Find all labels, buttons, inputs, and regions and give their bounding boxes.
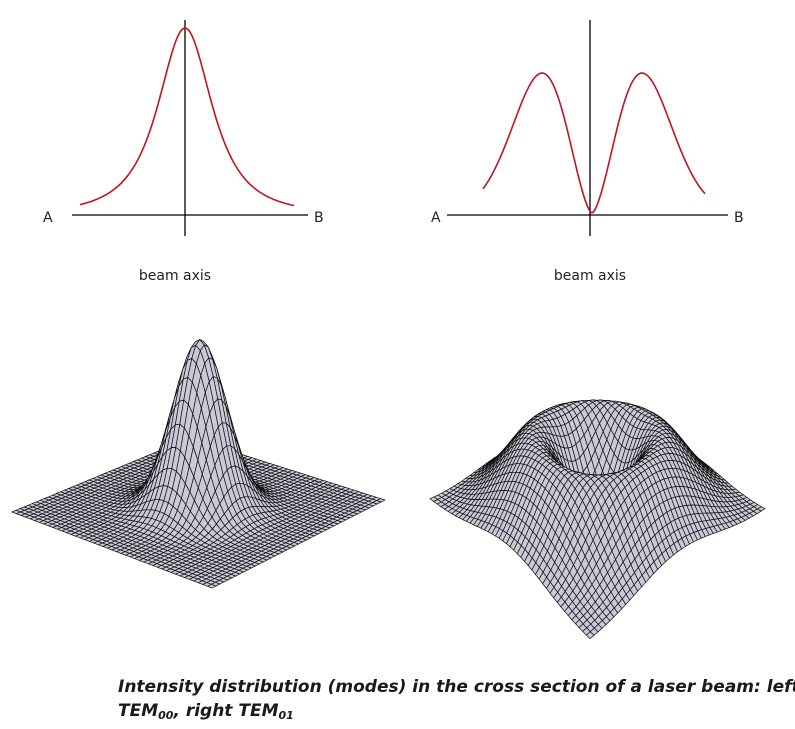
right-profile: A B beam axis [431,20,744,284]
axis-label: beam axis [139,268,211,284]
mode-index: 01 [278,709,293,722]
caption-text: , right TEM [172,701,278,721]
axis-label: beam axis [554,268,626,284]
label-b: B [314,210,324,226]
intensity-curve [80,28,294,205]
intensity-curve [483,73,705,212]
mesh-tem00 [12,340,385,589]
label-b: B [734,210,744,226]
mode-index: 00 [158,709,174,722]
label-a: A [431,210,441,226]
left-profile: A B beam axis [43,20,324,284]
mesh-tem01 [430,400,765,639]
caption-line1: Intensity distribution (modes) in the cr… [118,677,795,697]
label-a: A [43,210,53,226]
caption-line2: TEM00, right TEM01 [118,701,294,722]
mode: TEM [118,701,158,721]
